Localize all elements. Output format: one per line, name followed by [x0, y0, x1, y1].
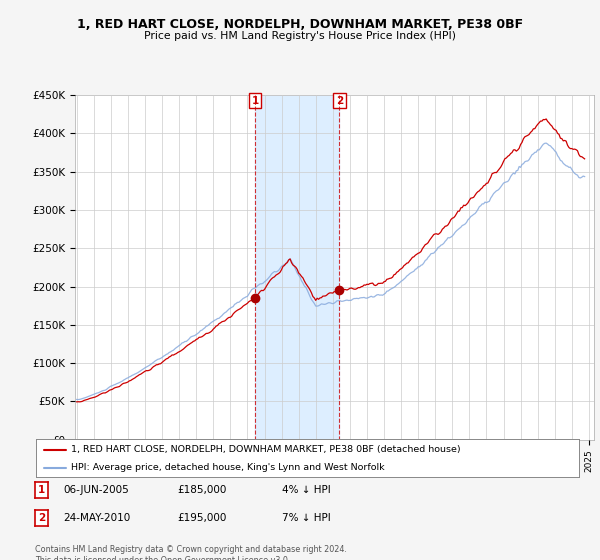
Text: 1, RED HART CLOSE, NORDELPH, DOWNHAM MARKET, PE38 0BF: 1, RED HART CLOSE, NORDELPH, DOWNHAM MAR… — [77, 18, 523, 31]
Text: £195,000: £195,000 — [177, 513, 226, 523]
Text: Price paid vs. HM Land Registry's House Price Index (HPI): Price paid vs. HM Land Registry's House … — [144, 31, 456, 41]
Bar — [255, 95, 340, 440]
Text: 2: 2 — [38, 513, 45, 523]
Text: 24-MAY-2010: 24-MAY-2010 — [63, 513, 130, 523]
Text: 2: 2 — [336, 96, 343, 105]
Text: HPI: Average price, detached house, King's Lynn and West Norfolk: HPI: Average price, detached house, King… — [71, 463, 385, 472]
Text: Contains HM Land Registry data © Crown copyright and database right 2024.
This d: Contains HM Land Registry data © Crown c… — [35, 545, 347, 560]
Text: 1: 1 — [251, 96, 259, 105]
Text: 7% ↓ HPI: 7% ↓ HPI — [282, 513, 331, 523]
Text: 1, RED HART CLOSE, NORDELPH, DOWNHAM MARKET, PE38 0BF (detached house): 1, RED HART CLOSE, NORDELPH, DOWNHAM MAR… — [71, 445, 461, 454]
Text: 1: 1 — [38, 485, 45, 495]
Text: £185,000: £185,000 — [177, 485, 226, 495]
Text: 4% ↓ HPI: 4% ↓ HPI — [282, 485, 331, 495]
Text: 06-JUN-2005: 06-JUN-2005 — [63, 485, 129, 495]
